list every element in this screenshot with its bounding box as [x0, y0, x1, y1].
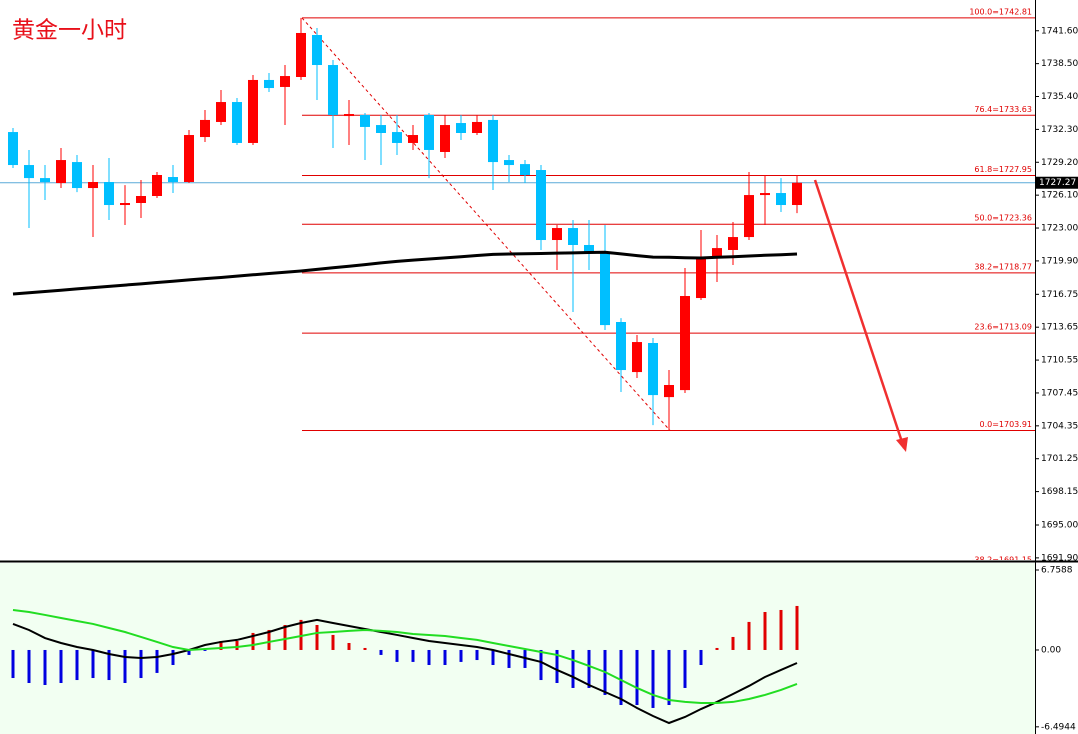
- indicator-tick-label: 0.00: [1041, 645, 1061, 655]
- candle-body: [648, 343, 658, 396]
- indicator-tick-label: -6.4944: [1041, 722, 1076, 732]
- candle-body: [552, 228, 562, 241]
- candle-body: [152, 175, 162, 196]
- indicator-line: [12, 608, 798, 704]
- fib-label: 38.2=1718.77: [974, 262, 1032, 271]
- candle-body: [680, 296, 690, 391]
- candle-body: [24, 165, 34, 179]
- y-tick-label: 1691.90: [1041, 553, 1078, 563]
- candle-body: [216, 102, 226, 122]
- candle-body: [712, 248, 722, 257]
- candle-body: [392, 132, 402, 143]
- candle-body: [568, 228, 578, 245]
- arrow-head: [896, 437, 908, 452]
- candle-body: [296, 32, 306, 77]
- y-tick-label: 1707.45: [1041, 388, 1078, 398]
- y-tick-label: 1735.40: [1041, 92, 1078, 102]
- y-tick-label: 1719.90: [1041, 256, 1078, 266]
- candle-body: [8, 132, 18, 166]
- candle-body: [72, 162, 82, 189]
- fib-label: 61.8=1727.95: [974, 165, 1032, 174]
- candle-body: [536, 170, 546, 241]
- price-axis: 1741.60 1738.50 1735.40 1732.30 1729.20 1726.…: [1035, 26, 1078, 732]
- fib-label: 50.0=1723.36: [974, 214, 1032, 223]
- candle-body: [88, 182, 98, 189]
- candle-body: [664, 385, 674, 398]
- fib-trend: [301, 17, 671, 431]
- fib-label: 23.6=1713.09: [974, 323, 1032, 332]
- chart-title: 黄金一小时: [12, 18, 127, 44]
- current-price-box: [1036, 176, 1078, 189]
- indicator-pane: [11, 605, 799, 725]
- candle-body: [264, 79, 274, 89]
- fib-label: -38.2=1691.15: [972, 555, 1032, 564]
- fib-label: 76.4=1733.63: [974, 105, 1032, 114]
- candle-body: [424, 114, 434, 150]
- candle-body: [344, 114, 354, 117]
- candle-body: [456, 123, 466, 133]
- y-tick-label: 1726.10: [1041, 191, 1078, 201]
- y-tick-label: 1716.75: [1041, 290, 1078, 300]
- y-tick-label: 1710.55: [1041, 356, 1078, 366]
- fib-label: 100.0=1742.81: [969, 7, 1032, 16]
- y-tick-label: 1723.00: [1041, 224, 1078, 234]
- y-tick-label: 1695.00: [1041, 521, 1078, 531]
- candle-body: [728, 237, 738, 250]
- candle-body: [104, 182, 114, 206]
- candle-body: [792, 182, 802, 206]
- candle-body: [776, 193, 786, 206]
- y-tick-label: 1741.60: [1041, 26, 1078, 36]
- candle-body: [696, 258, 706, 299]
- candle-body: [120, 203, 130, 206]
- candle-body: [408, 135, 418, 143]
- candle-body: [600, 253, 610, 326]
- candle-body: [312, 35, 322, 66]
- candle-body: [376, 125, 386, 133]
- candle-body: [328, 65, 338, 115]
- candle-body: [744, 195, 754, 238]
- moving-average: [12, 250, 798, 296]
- y-tick-label: 1701.25: [1041, 454, 1078, 464]
- candle-body: [488, 119, 498, 163]
- y-tick-label: 1729.20: [1041, 158, 1078, 168]
- y-tick-label: 1732.30: [1041, 125, 1078, 135]
- forecast-arrow: [813, 179, 906, 449]
- candle-body: [584, 245, 594, 254]
- candle-body: [360, 114, 370, 127]
- candle-body: [136, 196, 146, 203]
- candle-body: [472, 121, 482, 133]
- candle-body: [56, 160, 66, 184]
- candle-body: [168, 177, 178, 182]
- candle-body: [632, 342, 642, 373]
- candle-body: [760, 193, 770, 196]
- candle-body: [504, 160, 514, 166]
- candle-body: [248, 79, 258, 143]
- indicator-tick-label: 6.7588: [1041, 565, 1073, 575]
- indicator-line: [12, 618, 798, 725]
- current-price-label: 1727.27: [1039, 178, 1076, 188]
- candle-body: [40, 178, 50, 182]
- candle-body: [200, 119, 210, 138]
- fib-label: 0.0=1703.91: [979, 420, 1032, 429]
- candle-body: [440, 125, 450, 152]
- candle-body: [616, 322, 626, 371]
- candle-body: [520, 164, 530, 175]
- candle-body: [280, 76, 290, 87]
- main-pane: 100.0=1742.81 76.4=1733.63 61.8=1727.95 50.…: [0, 7, 1035, 564]
- candle-body: [232, 102, 242, 143]
- candle-body: [184, 135, 194, 182]
- y-tick-label: 1713.65: [1041, 323, 1078, 333]
- y-tick-label: 1698.15: [1041, 487, 1078, 497]
- y-tick-label: 1704.35: [1041, 421, 1078, 431]
- y-tick-label: 1738.50: [1041, 59, 1078, 69]
